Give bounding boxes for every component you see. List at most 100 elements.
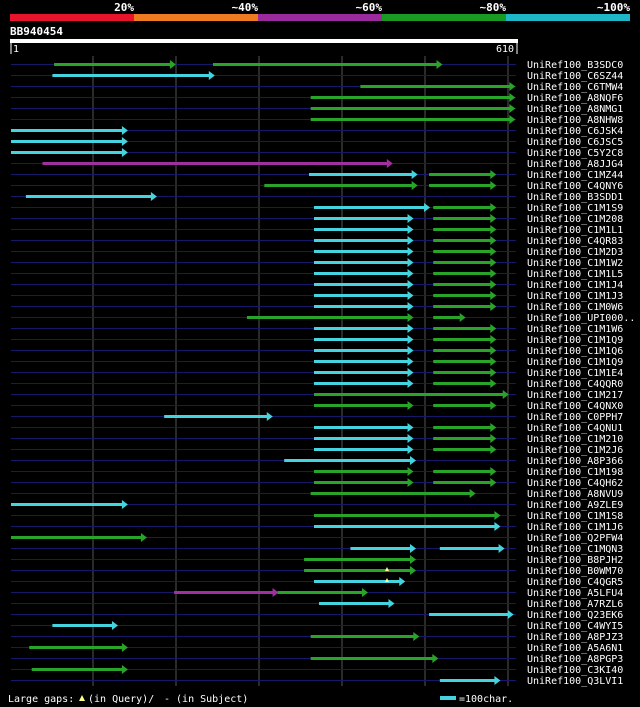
hit-row[interactable]: UniRef100_C0PPH7 xyxy=(11,412,623,423)
hit-name[interactable]: UniRef100_C4QH62 xyxy=(527,478,623,489)
alignment-segment[interactable] xyxy=(246,316,409,319)
alignment-segment[interactable] xyxy=(314,382,409,385)
hit-row[interactable]: UniRef100_Q3LVI1 xyxy=(11,676,623,687)
hit-name[interactable]: UniRef100_C1M1Q6 xyxy=(527,346,623,357)
alignment-segment[interactable] xyxy=(11,129,123,132)
hit-name[interactable]: UniRef100_A7RZL6 xyxy=(527,599,623,610)
hit-name[interactable]: UniRef100_C6JSC5 xyxy=(527,137,623,148)
hit-name[interactable]: UniRef100_A8NVU9 xyxy=(527,489,623,500)
alignment-segment[interactable] xyxy=(314,228,409,231)
hit-name[interactable]: UniRef100_C4QQR0 xyxy=(527,379,623,390)
hit-row[interactable]: UniRef100_C1MZ44 xyxy=(11,170,623,181)
alignment-segment[interactable] xyxy=(52,74,210,77)
hit-row[interactable]: UniRef100_C1M1S8 xyxy=(11,511,623,522)
alignment-segment[interactable] xyxy=(31,668,123,671)
hit-name[interactable]: UniRef100_C1M1J4 xyxy=(527,280,623,291)
hit-row[interactable]: UniRef100_C4QQR0 xyxy=(11,379,623,390)
hit-name[interactable]: UniRef100_C4QGR5 xyxy=(527,577,623,588)
alignment-segment[interactable] xyxy=(433,327,492,330)
alignment-segment[interactable] xyxy=(429,173,492,176)
alignment-segment[interactable] xyxy=(52,624,113,627)
hit-row[interactable]: UniRef100_C1M217 xyxy=(11,390,623,401)
hit-name[interactable]: UniRef100_B3SDC0 xyxy=(527,60,623,71)
hit-row[interactable]: UniRef100_C4QH62 xyxy=(11,478,623,489)
hit-name[interactable]: UniRef100_C1M1S9 xyxy=(527,203,623,214)
hit-row[interactable]: UniRef100_A7RZL6 xyxy=(11,599,623,610)
hit-row[interactable]: UniRef100_C1M210 xyxy=(11,434,623,445)
hit-row[interactable]: UniRef100_C1M198 xyxy=(11,467,623,478)
hit-name[interactable]: UniRef100_UPI000.. xyxy=(527,313,635,324)
alignment-segment[interactable] xyxy=(433,305,492,308)
hit-row[interactable]: UniRef100_A8NMG1 xyxy=(11,104,623,115)
alignment-segment[interactable] xyxy=(360,85,511,88)
hit-row[interactable]: UniRef100_C1M1E4 xyxy=(11,368,623,379)
alignment-segment[interactable] xyxy=(310,657,434,660)
hit-name[interactable]: UniRef100_C5Y2C8 xyxy=(527,148,623,159)
hit-row[interactable]: UniRef100_Q2PFW4 xyxy=(11,533,623,544)
hit-name[interactable]: UniRef100_C1M208 xyxy=(527,214,623,225)
alignment-segment[interactable] xyxy=(433,283,492,286)
alignment-segment[interactable] xyxy=(277,591,363,594)
alignment-segment[interactable] xyxy=(314,437,409,440)
alignment-segment[interactable] xyxy=(433,206,492,209)
hit-name[interactable]: UniRef100_A5LFU4 xyxy=(527,588,623,599)
hit-name[interactable]: UniRef100_C1M1E4 xyxy=(527,368,623,379)
hit-name[interactable]: UniRef100_A8P366 xyxy=(527,456,623,467)
hit-name[interactable]: UniRef100_C4QNY6 xyxy=(527,181,623,192)
hit-name[interactable]: UniRef100_C1MQN3 xyxy=(527,544,623,555)
alignment-segment[interactable] xyxy=(11,503,123,506)
hit-row[interactable]: UniRef100_C1M1L5 xyxy=(11,269,623,280)
hit-row[interactable]: UniRef100_UPI000.. xyxy=(11,313,635,324)
alignment-segment[interactable] xyxy=(433,316,461,319)
hit-row[interactable]: UniRef100_A8NVU9 xyxy=(11,489,623,500)
hit-name[interactable]: UniRef100_C1M1W6 xyxy=(527,324,623,335)
alignment-segment[interactable] xyxy=(314,371,409,374)
alignment-segment[interactable] xyxy=(314,404,409,407)
hit-row[interactable]: UniRef100_C6TMW4 xyxy=(11,82,623,93)
alignment-segment[interactable] xyxy=(314,272,409,275)
hit-name[interactable]: UniRef100_C3KI40 xyxy=(527,665,623,676)
alignment-segment[interactable] xyxy=(433,481,492,484)
hit-row[interactable]: UniRef100_A8NQF6 xyxy=(11,93,623,104)
alignment-segment[interactable] xyxy=(314,206,426,209)
hit-name[interactable]: UniRef100_C4QR83 xyxy=(527,236,623,247)
hit-row[interactable]: UniRef100_C1M1Q6 xyxy=(11,346,623,357)
hit-name[interactable]: UniRef100_C1M1Q9 xyxy=(527,335,623,346)
alignment-segment[interactable] xyxy=(314,448,409,451)
alignment-segment[interactable] xyxy=(314,360,409,363)
alignment-segment[interactable] xyxy=(314,514,496,517)
alignment-segment[interactable] xyxy=(314,217,409,220)
alignment-segment[interactable] xyxy=(54,63,171,66)
hit-row[interactable]: UniRef100_C6SZ44 xyxy=(11,71,623,82)
hit-name[interactable]: UniRef100_C6JSK4 xyxy=(527,126,623,137)
alignment-segment[interactable] xyxy=(314,525,496,528)
hit-row[interactable]: UniRef100_A8NHW8 xyxy=(11,115,623,126)
alignment-segment[interactable] xyxy=(433,250,492,253)
alignment-segment[interactable] xyxy=(433,437,492,440)
alignment-segment[interactable] xyxy=(433,338,492,341)
hit-name[interactable]: UniRef100_A8NQF6 xyxy=(527,93,623,104)
hit-row[interactable]: UniRef100_B8PJH2 xyxy=(11,555,623,566)
alignment-segment[interactable] xyxy=(213,63,438,66)
alignment-segment[interactable] xyxy=(350,547,411,550)
alignment-segment[interactable] xyxy=(314,580,401,583)
alignment-segment[interactable] xyxy=(439,679,496,682)
hit-row[interactable]: UniRef100_C1M1Q9 xyxy=(11,335,623,346)
hit-row[interactable]: UniRef100_C1M1J4 xyxy=(11,280,623,291)
alignment-segment[interactable] xyxy=(314,294,409,297)
hit-name[interactable]: UniRef100_C1M1W2 xyxy=(527,258,623,269)
hit-row[interactable]: UniRef100_C1M1J3 xyxy=(11,291,623,302)
hit-name[interactable]: UniRef100_Q23EK6 xyxy=(527,610,623,621)
alignment-segment[interactable] xyxy=(318,602,390,605)
alignment-segment[interactable] xyxy=(433,426,492,429)
alignment-segment[interactable] xyxy=(25,195,152,198)
hit-row[interactable]: UniRef100_C1M1L1 xyxy=(11,225,623,236)
hit-row[interactable]: UniRef100_C1MQN3 xyxy=(11,544,623,555)
hit-row[interactable]: UniRef100_A8PGP3 xyxy=(11,654,623,665)
hit-name[interactable]: UniRef100_C6SZ44 xyxy=(527,71,623,82)
alignment-segment[interactable] xyxy=(11,151,123,154)
alignment-segment[interactable] xyxy=(310,492,471,495)
hit-row[interactable]: UniRef100_C4WYI5 xyxy=(11,621,623,632)
alignment-segment[interactable] xyxy=(439,547,500,550)
hit-name[interactable]: UniRef100_C6TMW4 xyxy=(527,82,623,93)
